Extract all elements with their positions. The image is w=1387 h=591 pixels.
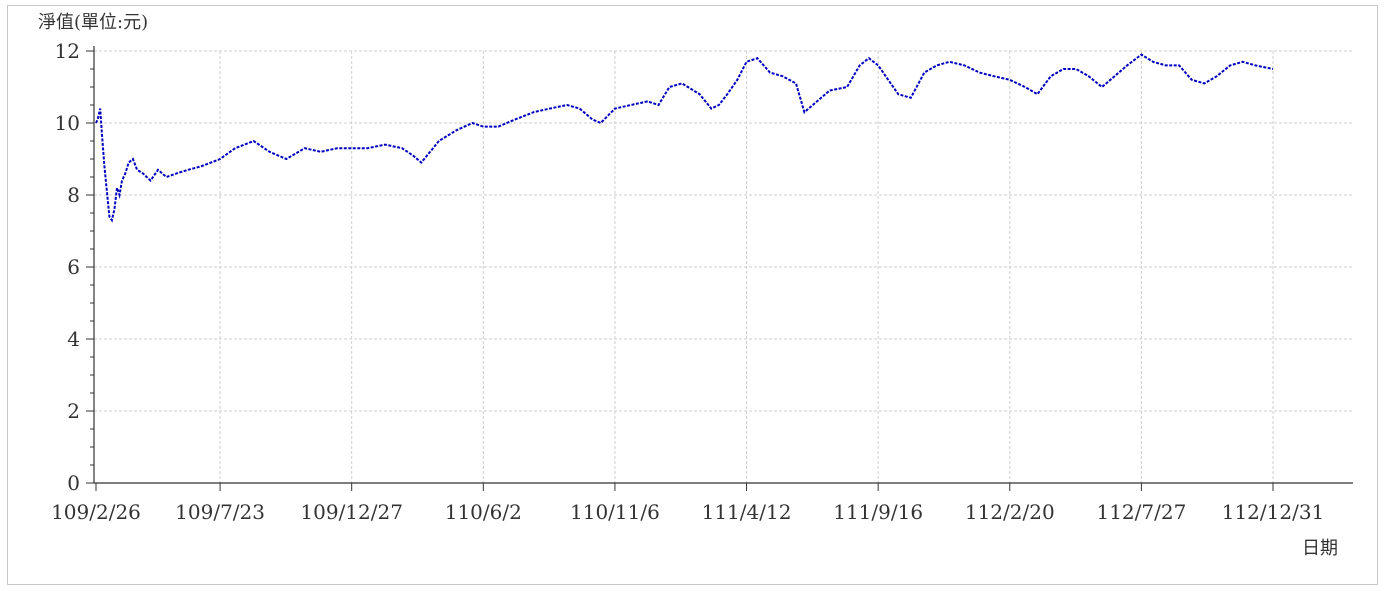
x-tick-label: 112/2/20 [965,500,1055,524]
y-tick-label: 4 [67,327,80,351]
series-line [95,53,1274,223]
y-tick-label: 12 [55,39,80,63]
nav-line-chart: 0 2 4 6 8 10 12 109/2/26 109/7/23 109/12/27 110/6… [38,12,1353,559]
y-axis-ticks: 0 2 4 6 8 10 12 [55,39,94,495]
y-tick-label: 8 [67,183,80,207]
x-tick-label: 109/12/27 [300,500,403,524]
x-axis-label: 日期 [1302,538,1338,559]
axes [93,46,1353,484]
y-tick-label: 0 [67,471,80,495]
x-tick-label: 112/12/31 [1222,500,1325,524]
y-tick-label: 2 [67,399,80,423]
x-tick-label: 110/11/6 [570,500,660,524]
chart-frame: 0 2 4 6 8 10 12 109/2/26 109/7/23 109/12/27 110/6… [7,5,1378,585]
x-tick-label: 111/4/12 [702,500,792,524]
y-tick-label: 10 [55,111,80,135]
x-axis-ticks: 109/2/26 109/7/23 109/12/27 110/6/2 110/11/6… [51,483,1324,524]
x-tick-label: 110/6/2 [445,500,522,524]
x-tick-label: 109/2/26 [51,500,141,524]
y-axis-label: 淨值(單位:元) [38,12,148,33]
x-tick-label: 109/7/23 [175,500,265,524]
y-tick-label: 6 [67,255,80,279]
grid-lines [94,50,1353,483]
x-tick-label: 111/9/16 [833,500,923,524]
x-tick-label: 112/7/27 [1096,500,1186,524]
